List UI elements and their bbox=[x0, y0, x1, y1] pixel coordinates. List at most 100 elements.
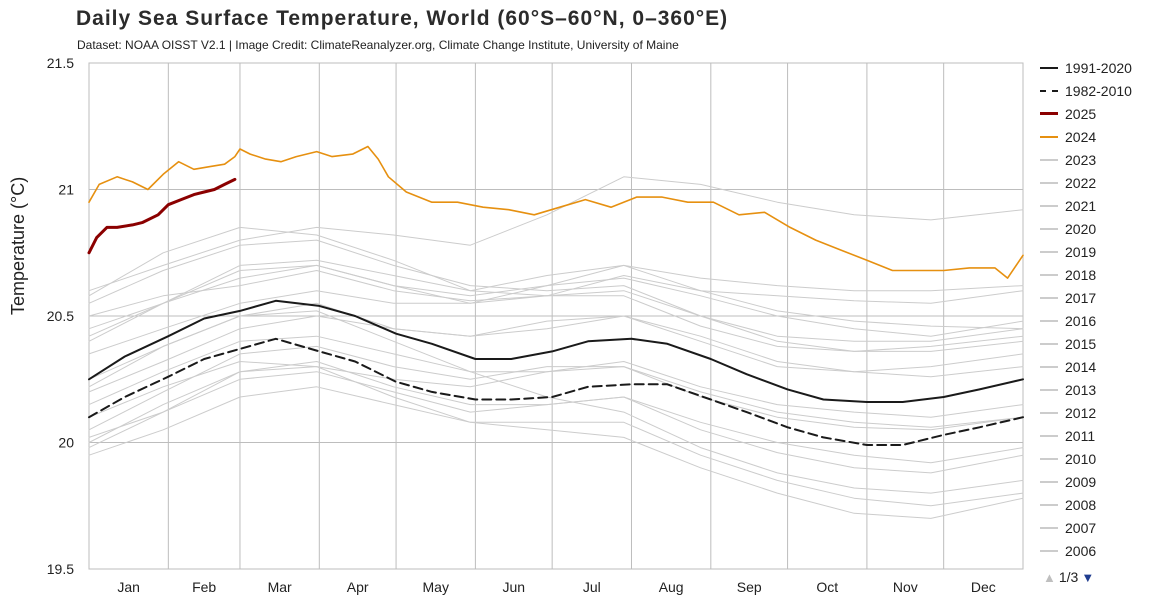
legend-item-2023[interactable]: 2023 bbox=[1040, 148, 1148, 171]
legend-swatch bbox=[1040, 342, 1058, 345]
x-tick-label: Sep bbox=[737, 579, 762, 595]
x-tick-label: Aug bbox=[659, 579, 684, 595]
legend-label: 2010 bbox=[1065, 450, 1097, 467]
legend-label: 2009 bbox=[1065, 473, 1097, 490]
x-tick-label: Oct bbox=[816, 579, 838, 595]
legend-label: 2014 bbox=[1065, 358, 1097, 375]
x-tick-label: Jun bbox=[502, 579, 525, 595]
x-tick-label: Feb bbox=[192, 579, 216, 595]
y-tick-label: 21.5 bbox=[47, 55, 74, 71]
legend-swatch bbox=[1040, 549, 1058, 552]
legend-item-2024[interactable]: 2024 bbox=[1040, 125, 1148, 148]
legend-swatch bbox=[1040, 388, 1058, 391]
legend-label: 2022 bbox=[1065, 174, 1097, 191]
legend-item-2012[interactable]: 2012 bbox=[1040, 401, 1148, 424]
series-line-2008 bbox=[88, 386, 1024, 507]
legend-label: 1982-2010 bbox=[1065, 82, 1132, 99]
legend-item-2021[interactable]: 2021 bbox=[1040, 194, 1148, 217]
legend-item-2007[interactable]: 2007 bbox=[1040, 516, 1148, 539]
legend-swatch bbox=[1040, 434, 1058, 437]
series-line-2006 bbox=[88, 371, 1024, 464]
legend-item-2015[interactable]: 2015 bbox=[1040, 332, 1148, 355]
chart-grid bbox=[88, 62, 1024, 570]
series-line-2025 bbox=[87, 177, 237, 255]
legend-item-2018[interactable]: 2018 bbox=[1040, 263, 1148, 286]
legend-label: 2013 bbox=[1065, 381, 1097, 398]
legend-label: 2025 bbox=[1065, 105, 1097, 122]
page-up-icon[interactable]: ▲ bbox=[1043, 569, 1056, 585]
chart-subtitle: Dataset: NOAA OISST V2.1 | Image Credit:… bbox=[77, 38, 679, 52]
legend-swatch bbox=[1040, 135, 1058, 138]
legend-label: 2011 bbox=[1065, 427, 1096, 444]
legend-label: 1991-2020 bbox=[1065, 59, 1132, 76]
page-down-icon[interactable]: ▼ bbox=[1081, 569, 1095, 585]
legend-swatch bbox=[1040, 227, 1058, 230]
legend-item-2013[interactable]: 2013 bbox=[1040, 378, 1148, 401]
legend-swatch bbox=[1040, 411, 1058, 414]
legend-swatch bbox=[1040, 457, 1058, 460]
series-line-2015 bbox=[88, 264, 1024, 355]
series-line-2014 bbox=[88, 315, 1024, 393]
legend-item-2010[interactable]: 2010 bbox=[1040, 447, 1148, 470]
legend-item-2019[interactable]: 2019 bbox=[1040, 240, 1148, 263]
legend-item-1991-2020[interactable]: 1991-2020 bbox=[1040, 56, 1148, 79]
legend-label: 2016 bbox=[1065, 312, 1097, 329]
x-tick-label: Jul bbox=[583, 579, 601, 595]
legend-swatch bbox=[1040, 526, 1058, 529]
legend-item-2008[interactable]: 2008 bbox=[1040, 493, 1148, 516]
chart-legend: 1991-2020 1982-2010 2025 2024 2023 2022 2021 20… bbox=[1040, 56, 1148, 562]
series-line-2007 bbox=[88, 361, 1024, 519]
legend-pager: ▲ 1/3 ▼ bbox=[1043, 569, 1094, 585]
chart-ticks: 19.5 20 20.5 21 21.5 Jan Feb Mar Apr May Jun Jul Aug… bbox=[47, 55, 996, 595]
legend-item-1982-2010[interactable]: 1982-2010 bbox=[1040, 79, 1148, 102]
x-tick-label: Apr bbox=[347, 579, 369, 595]
y-tick-label: 20.5 bbox=[47, 308, 74, 324]
legend-item-2025[interactable]: 2025 bbox=[1040, 102, 1148, 125]
legend-swatch bbox=[1040, 181, 1058, 184]
legend-item-2022[interactable]: 2022 bbox=[1040, 171, 1148, 194]
legend-label: 2024 bbox=[1065, 128, 1097, 145]
y-axis-label: Temperature (°C) bbox=[8, 176, 28, 315]
legend-swatch bbox=[1040, 66, 1058, 69]
legend-label: 2021 bbox=[1065, 197, 1097, 214]
legend-label: 2019 bbox=[1065, 243, 1097, 260]
series-line-2011 bbox=[88, 361, 1024, 474]
chart-series bbox=[87, 145, 1024, 519]
legend-swatch bbox=[1040, 112, 1058, 115]
legend-label: 2020 bbox=[1065, 220, 1097, 237]
x-tick-label: Nov bbox=[893, 579, 918, 595]
legend-label: 2023 bbox=[1065, 151, 1097, 168]
series-line-2023 bbox=[88, 176, 1024, 292]
x-tick-label: Dec bbox=[971, 579, 996, 595]
legend-item-2014[interactable]: 2014 bbox=[1040, 355, 1148, 378]
legend-swatch bbox=[1040, 365, 1058, 368]
legend-swatch bbox=[1040, 158, 1058, 161]
legend-label: 2008 bbox=[1065, 496, 1097, 513]
legend-label: 2012 bbox=[1065, 404, 1097, 421]
legend-item-2020[interactable]: 2020 bbox=[1040, 217, 1148, 240]
series-line-2012 bbox=[88, 345, 1024, 431]
page-indicator: 1/3 bbox=[1058, 569, 1079, 585]
legend-swatch bbox=[1040, 480, 1058, 483]
x-tick-label: May bbox=[423, 579, 449, 595]
legend-swatch bbox=[1040, 89, 1058, 92]
x-tick-label: Jan bbox=[117, 579, 140, 595]
legend-item-2009[interactable]: 2009 bbox=[1040, 470, 1148, 493]
legend-item-2017[interactable]: 2017 bbox=[1040, 286, 1148, 309]
series-line-1991-2020 bbox=[88, 299, 1024, 403]
y-tick-label: 19.5 bbox=[47, 561, 74, 577]
series-line-2017 bbox=[88, 264, 1024, 352]
x-tick-label: Mar bbox=[268, 579, 292, 595]
series-line-2016 bbox=[88, 226, 1024, 352]
legend-item-2011[interactable]: 2011 bbox=[1040, 424, 1148, 447]
legend-item-2006[interactable]: 2006 bbox=[1040, 539, 1148, 562]
series-line-2019 bbox=[88, 259, 1024, 342]
legend-swatch bbox=[1040, 250, 1058, 253]
legend-label: 2018 bbox=[1065, 266, 1097, 283]
series-line-2022 bbox=[88, 264, 1024, 337]
legend-label: 2017 bbox=[1065, 289, 1097, 306]
series-line-2009 bbox=[88, 361, 1024, 443]
legend-swatch bbox=[1040, 503, 1058, 506]
legend-item-2016[interactable]: 2016 bbox=[1040, 309, 1148, 332]
